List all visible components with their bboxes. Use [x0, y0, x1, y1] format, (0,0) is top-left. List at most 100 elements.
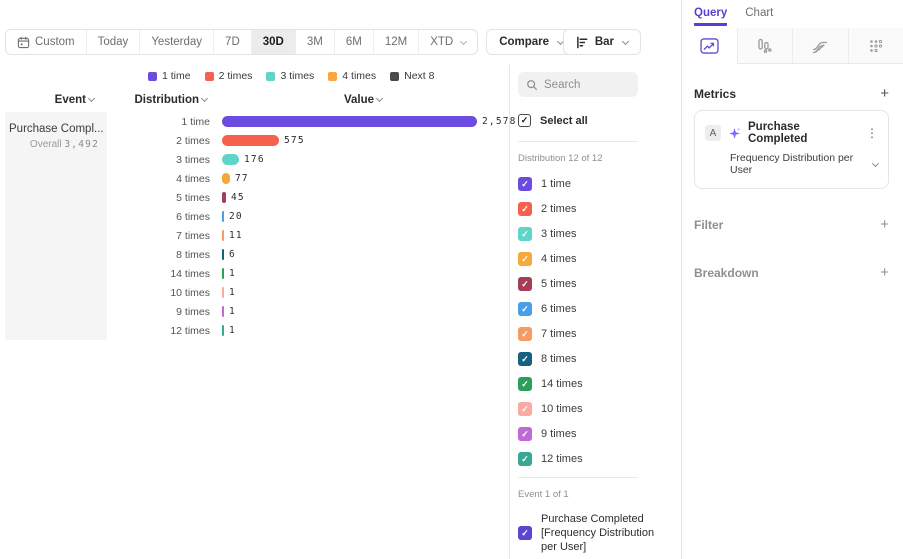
- distribution-checkbox-row[interactable]: 4 times: [518, 252, 681, 266]
- panel-tabs: Query Chart: [682, 0, 903, 26]
- value-bar[interactable]: [222, 325, 224, 336]
- value-bar[interactable]: [222, 173, 230, 184]
- add-metric-button[interactable]: +: [880, 85, 889, 102]
- series-checkbox[interactable]: [518, 327, 532, 341]
- table-row: 3 times 176: [107, 150, 517, 169]
- value-bar[interactable]: [222, 268, 224, 279]
- column-header-event[interactable]: Event: [0, 94, 108, 106]
- distribution-checkbox-row[interactable]: 3 times: [518, 227, 681, 241]
- row-label: 6 times: [176, 210, 210, 223]
- search-input[interactable]: [544, 78, 629, 91]
- select-all-checkbox[interactable]: [518, 114, 531, 127]
- distribution-checkbox-row[interactable]: 5 times: [518, 277, 681, 291]
- value-bar[interactable]: [222, 287, 224, 298]
- distribution-checkbox-row[interactable]: 6 times: [518, 302, 681, 316]
- legend-item[interactable]: Next 8: [390, 70, 434, 82]
- chart-type-label: Bar: [594, 36, 614, 48]
- series-label: 10 times: [541, 403, 583, 415]
- tab-funnels[interactable]: [736, 28, 792, 64]
- select-all-row[interactable]: Select all: [518, 114, 681, 127]
- series-label: 2 times: [541, 203, 577, 215]
- add-breakdown-button[interactable]: +: [880, 264, 889, 281]
- column-header-distribution[interactable]: Distribution: [108, 94, 211, 106]
- date-range-button[interactable]: Custom: [6, 30, 86, 54]
- divider: [518, 477, 638, 478]
- row-value: 176: [244, 154, 265, 165]
- table-row: 10 times 1: [107, 283, 517, 302]
- tab-flows[interactable]: [792, 28, 848, 64]
- aggregation-selector[interactable]: Frequency Distribution per User: [730, 152, 880, 176]
- select-all-label: Select all: [540, 114, 588, 127]
- flows-icon: [811, 38, 829, 54]
- series-checkbox[interactable]: [518, 377, 532, 391]
- tab-insights[interactable]: [682, 28, 737, 64]
- distribution-checkbox-row[interactable]: 12 times: [518, 452, 681, 466]
- chart-type-button[interactable]: Bar: [562, 29, 641, 55]
- legend-swatch-icon: [390, 71, 400, 81]
- distribution-checkbox-row[interactable]: 2 times: [518, 202, 681, 216]
- value-bar[interactable]: [222, 230, 224, 241]
- date-range-button[interactable]: 6M: [333, 30, 373, 54]
- series-checkbox[interactable]: [518, 302, 532, 316]
- distribution-checkbox-row[interactable]: 1 time: [518, 177, 681, 191]
- date-range-button[interactable]: 30D: [250, 30, 295, 54]
- value-bar[interactable]: [222, 116, 477, 127]
- panel-tab[interactable]: Chart: [745, 7, 773, 26]
- row-label: 8 times: [176, 248, 210, 261]
- distribution-checkbox-row[interactable]: 8 times: [518, 352, 681, 366]
- insights-chart-icon: [700, 37, 719, 54]
- value-bar[interactable]: [222, 249, 224, 260]
- date-range-label: 6M: [345, 36, 362, 48]
- legend-item[interactable]: 3 times: [266, 70, 314, 82]
- date-range-button[interactable]: Today: [85, 30, 140, 54]
- event-checkbox[interactable]: [518, 526, 532, 541]
- series-checkbox[interactable]: [518, 452, 532, 466]
- column-header-value[interactable]: Value: [211, 94, 384, 106]
- row-value: 2,578: [482, 116, 517, 127]
- date-range-button[interactable]: 7D: [213, 30, 251, 54]
- series-checkbox[interactable]: [518, 177, 532, 191]
- series-checkbox[interactable]: [518, 402, 532, 416]
- date-range-button[interactable]: 12M: [372, 30, 418, 54]
- date-range-button[interactable]: 3M: [294, 30, 334, 54]
- date-range-button[interactable]: XTD: [418, 30, 477, 54]
- tab-retention[interactable]: [847, 28, 903, 64]
- event-checkbox-row[interactable]: Purchase Completed [Frequency Distributi…: [518, 512, 681, 554]
- series-checkbox[interactable]: [518, 427, 532, 441]
- distribution-checkbox-row[interactable]: 9 times: [518, 427, 681, 441]
- event-summary-cell[interactable]: Purchase Compl... Overall 3,492: [5, 112, 107, 340]
- series-checkbox[interactable]: [518, 277, 532, 291]
- compare-button[interactable]: Compare: [486, 29, 577, 55]
- value-bar[interactable]: [222, 192, 226, 203]
- metric-card[interactable]: A Purchase Completed ⋮ Frequency Distrib…: [694, 110, 889, 189]
- distribution-checkbox-row[interactable]: 10 times: [518, 402, 681, 416]
- legend-item[interactable]: 4 times: [328, 70, 376, 82]
- date-range-button[interactable]: Yesterday: [139, 30, 213, 54]
- value-bar[interactable]: [222, 154, 239, 165]
- row-value: 575: [284, 135, 305, 146]
- series-filter-panel: Select all Distribution 12 of 12 1 time …: [509, 65, 681, 559]
- add-filter-button[interactable]: +: [880, 216, 889, 233]
- search-box[interactable]: [518, 72, 638, 97]
- row-label: 12 times: [170, 324, 210, 337]
- value-bar[interactable]: [222, 306, 224, 317]
- kebab-menu-icon[interactable]: ⋮: [866, 126, 878, 140]
- table-row: 6 times 20: [107, 207, 517, 226]
- compare-label: Compare: [499, 36, 550, 48]
- series-checkbox[interactable]: [518, 227, 532, 241]
- value-bar[interactable]: [222, 211, 224, 222]
- breakdown-section: Breakdown +: [694, 265, 889, 280]
- distribution-checkbox-row[interactable]: 7 times: [518, 327, 681, 341]
- series-checkbox[interactable]: [518, 252, 532, 266]
- legend-item[interactable]: 1 time: [148, 70, 191, 82]
- retention-dots-icon: [868, 38, 884, 54]
- value-bar[interactable]: [222, 135, 279, 146]
- panel-tab[interactable]: Query: [694, 7, 728, 26]
- distribution-checkbox-row[interactable]: 14 times: [518, 377, 681, 391]
- row-value: 20: [229, 211, 243, 222]
- event-overall: Overall 3,492: [9, 139, 99, 150]
- legend-item[interactable]: 2 times: [204, 70, 252, 82]
- series-checkbox[interactable]: [518, 202, 532, 216]
- series-checkbox[interactable]: [518, 352, 532, 366]
